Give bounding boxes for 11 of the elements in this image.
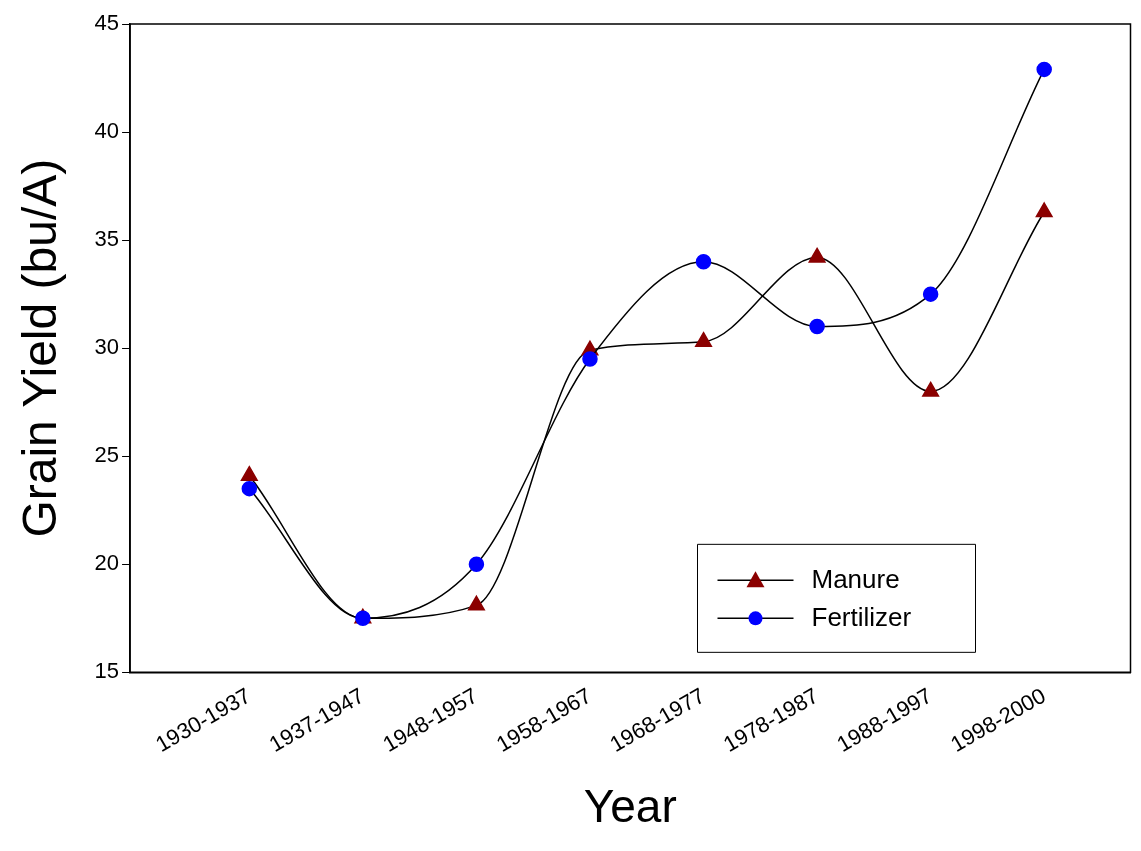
y-tick-label: 35 xyxy=(94,226,120,252)
y-tick-label: 15 xyxy=(94,658,120,684)
y-tick-label: 40 xyxy=(94,118,120,144)
y-tick-label: 30 xyxy=(94,334,120,360)
legend-label: Fertilizer xyxy=(811,601,912,632)
legend-label: Manure xyxy=(811,563,900,594)
y-tick-label: 45 xyxy=(94,10,120,36)
x-axis-title: Year xyxy=(583,780,677,833)
y-axis-title: Grain Yield (bu/A) xyxy=(13,158,67,538)
y-tick-label: 25 xyxy=(94,442,120,468)
y-tick-label: 20 xyxy=(94,550,120,576)
